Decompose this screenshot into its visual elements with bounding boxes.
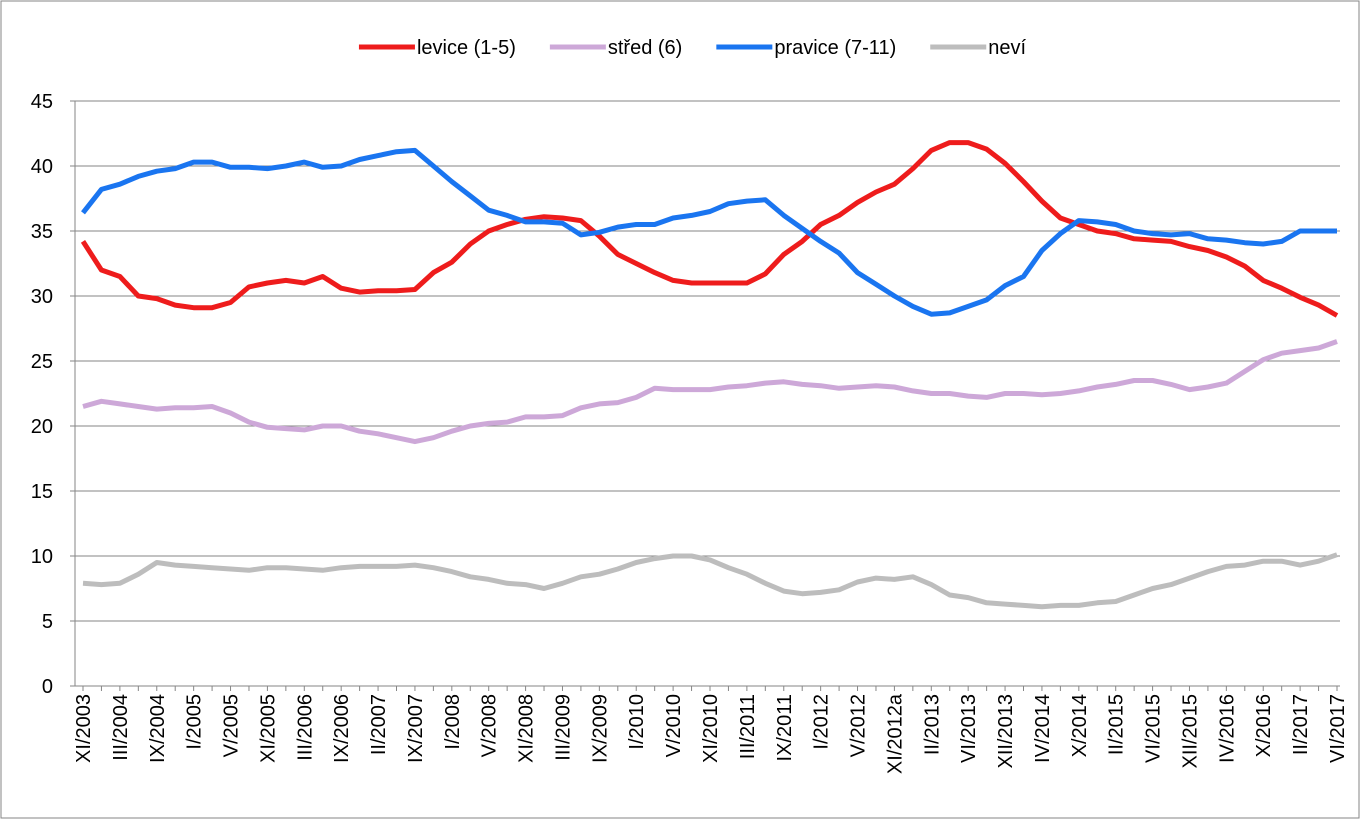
y-tick-label: 30 (31, 286, 53, 308)
legend-label: neví (988, 37, 1026, 59)
legend-label: pravice (7-11) (774, 37, 896, 59)
x-tick-label: IX/2011 (774, 694, 796, 761)
x-tick-label: II/2017 (1290, 694, 1312, 755)
x-tick-label: I/2012 (811, 694, 833, 750)
y-tick-label: 25 (31, 351, 53, 373)
x-tick-label: V/2008 (479, 694, 501, 757)
x-tick-label: V/2012 (848, 694, 870, 757)
x-tick-label: IV/2014 (1032, 694, 1054, 763)
x-tick-label: III/2009 (552, 694, 574, 761)
x-tick-label: III/2011 (737, 694, 759, 759)
x-tick-label: II/2015 (1106, 694, 1128, 755)
x-tick-label: XI/2012a (884, 693, 906, 774)
x-tick-label: V/2010 (663, 694, 685, 757)
x-tick-label: III/2006 (294, 694, 316, 761)
x-tick-label: XI/2003 (73, 694, 95, 763)
x-tick-label: I/2010 (626, 694, 648, 750)
x-tick-label: IX/2007 (405, 694, 427, 763)
series-line (82, 339, 1338, 445)
x-tick-label: XII/2013 (995, 694, 1017, 769)
x-tick-label: XI/2005 (257, 694, 279, 763)
x-tick-label: X/2016 (1253, 694, 1275, 757)
series-line (81, 147, 1337, 317)
x-tick-label: II/2007 (368, 694, 390, 755)
x-tick-label: VI/2017 (1327, 694, 1349, 763)
x-tick-label: IV/2016 (1216, 694, 1238, 763)
x-tick-label: IX/2004 (147, 694, 169, 763)
x-tick-label: III/2004 (110, 694, 132, 761)
x-tick-label: VI/2013 (958, 694, 980, 763)
x-tick-label: X/2014 (1069, 694, 1091, 757)
y-tick-label: 35 (31, 221, 53, 243)
y-tick-label: 45 (31, 91, 53, 113)
x-tick-label: IX/2009 (589, 694, 611, 763)
x-tick-label: V/2005 (221, 694, 243, 757)
y-tick-label: 5 (42, 611, 53, 633)
x-tick-label: II/2013 (921, 694, 943, 755)
x-tick-label: XI/2008 (516, 694, 538, 763)
y-tick-label: 40 (31, 156, 53, 178)
x-tick-label: I/2005 (184, 694, 206, 750)
x-tick-label: I/2008 (442, 694, 464, 750)
legend-label: levice (1-5) (417, 37, 516, 59)
x-tick-label: IX/2006 (331, 694, 353, 763)
y-tick-label: 10 (31, 546, 53, 568)
x-tick-label: XII/2015 (1179, 694, 1201, 769)
legend: levice (1-5) střed (6) pravice (7-11) neví (358, 37, 1026, 59)
legend-label: střed (6) (608, 37, 682, 59)
x-tick-label: XI/2010 (700, 694, 722, 763)
series-line (82, 552, 1338, 610)
y-tick-label: 15 (31, 481, 53, 503)
y-tick-label: 0 (42, 676, 53, 698)
x-tick-label: VI/2015 (1143, 694, 1165, 763)
series-line (80, 140, 1339, 318)
y-tick-label: 20 (31, 416, 53, 438)
